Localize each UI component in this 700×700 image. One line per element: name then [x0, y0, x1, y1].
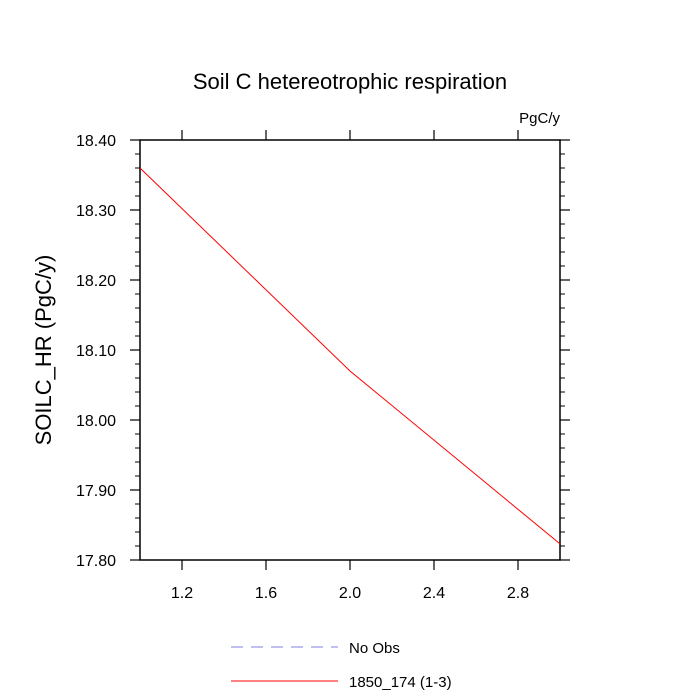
y-tick-label: 18.00: [76, 413, 116, 430]
y-tick-label: 18.20: [76, 273, 116, 290]
y-axis-label: SOILC_HR (PgC/y): [31, 255, 56, 446]
y-tick-label: 17.80: [76, 553, 116, 570]
units-label: PgC/y: [519, 110, 560, 127]
x-tick-label: 2.8: [507, 585, 529, 602]
x-tick-label: 2.0: [339, 585, 361, 602]
series-line: [139, 167, 561, 545]
chart-title: Soil C hetereotrophic respiration: [193, 69, 507, 94]
plot-frame: [139, 139, 561, 561]
x-tick-label: 1.2: [171, 585, 193, 602]
y-tick-label: 18.30: [76, 203, 116, 220]
x-tick-label: 2.4: [423, 585, 445, 602]
x-tick-label: 1.6: [255, 585, 277, 602]
y-tick-label: 17.90: [76, 483, 116, 500]
legend-label: No Obs: [349, 640, 400, 657]
legend-label: 1850_174 (1-3): [349, 674, 452, 691]
y-tick-label: 18.10: [76, 343, 116, 360]
y-tick-label: 18.40: [76, 133, 116, 150]
